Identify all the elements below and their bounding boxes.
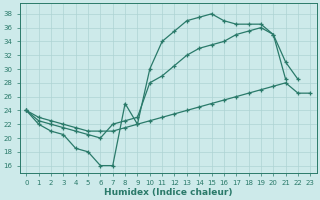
X-axis label: Humidex (Indice chaleur): Humidex (Indice chaleur)	[104, 188, 233, 197]
